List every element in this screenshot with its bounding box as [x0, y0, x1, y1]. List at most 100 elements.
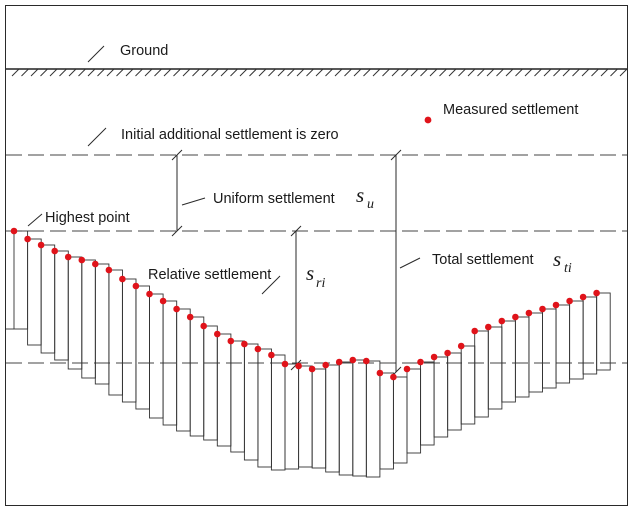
relative-tick-top [290, 225, 302, 237]
settlement-bar [311, 368, 327, 469]
hatch-mark [116, 68, 124, 77]
hatch-mark [78, 68, 86, 77]
measured-point [254, 345, 262, 353]
measured-settlement-label: Measured settlement [443, 102, 578, 118]
hatch-mark [600, 68, 609, 77]
settlement-bar [67, 256, 83, 370]
hatch-mark [410, 68, 419, 77]
hatch-mark [315, 68, 324, 77]
settlement-bar [203, 325, 218, 441]
hatch-mark [192, 68, 200, 77]
settlement-bar [298, 365, 313, 468]
hatch-mark [325, 68, 333, 77]
settlement-bar [270, 354, 286, 471]
hatch-mark [40, 68, 48, 77]
hatch-mark [439, 68, 447, 77]
hatch-mark [163, 68, 172, 77]
hatch-mark [515, 68, 523, 77]
hatch-mark [486, 68, 495, 77]
hatch-mark [173, 68, 181, 77]
measured-point [119, 275, 126, 283]
settlement-bar [230, 340, 245, 453]
measured-point [335, 358, 343, 366]
measured-point [241, 340, 248, 348]
settlement-bar [365, 360, 381, 478]
settlement-bars [6, 230, 611, 478]
relative-settlement-label: Relative settlement [148, 267, 271, 283]
measured-point [498, 317, 506, 325]
total-settlement-label: Total settlement [432, 252, 534, 268]
measured-point [322, 361, 330, 369]
hatch-mark [543, 68, 552, 77]
highest-point-label: Highest point [45, 210, 130, 226]
settlement-bar [135, 285, 150, 410]
measured-point [268, 351, 275, 359]
settlement-bar [406, 368, 422, 454]
initial-leader [87, 127, 107, 147]
sri-symbol: s [306, 261, 314, 285]
hatch-mark [505, 68, 514, 77]
measured-point [186, 313, 194, 321]
measured-point [214, 330, 221, 338]
measured-point [200, 322, 207, 330]
hatch-mark [344, 68, 352, 77]
settlement-bar [108, 269, 123, 396]
hatch-mark [534, 68, 542, 77]
hatch-mark [268, 68, 276, 77]
hatch-mark [21, 68, 29, 77]
measured-point [552, 301, 560, 309]
settlement-bar [352, 359, 367, 477]
measured-point [403, 365, 411, 373]
hatch-mark [201, 68, 210, 77]
settlement-bar [243, 343, 259, 461]
hatch-mark [553, 68, 561, 77]
frame-border [5, 5, 628, 506]
settlement-bar [325, 364, 340, 473]
hatch-mark [220, 68, 229, 77]
hatch-mark [258, 68, 267, 77]
measured-points [10, 227, 600, 381]
settlement-bar [447, 352, 462, 431]
measured-point [471, 327, 479, 335]
measured-point [376, 369, 384, 377]
settlement-bar [569, 300, 584, 380]
hatch-mark [239, 68, 248, 77]
initial-settlement-label: Initial additional settlement is zero [121, 127, 339, 143]
measured-point [105, 266, 113, 274]
measured-point [457, 342, 465, 350]
sti-subscript: ti [564, 261, 572, 276]
hatch-mark [135, 68, 143, 77]
measured-point [159, 297, 167, 305]
hatch-mark [59, 68, 67, 77]
settlement-bar [596, 292, 611, 371]
measured-point [281, 360, 289, 368]
settlement-bar [460, 345, 476, 425]
hatch-mark [106, 68, 115, 77]
settlement-bar [528, 312, 543, 393]
measured-point [295, 362, 302, 370]
measured-point [512, 313, 519, 321]
settlement-bar [555, 304, 571, 384]
measured-point [227, 337, 235, 345]
hatch-mark [391, 68, 400, 77]
hatch-mark [496, 68, 504, 77]
measured-point [593, 289, 600, 297]
measured-point [579, 293, 587, 301]
total-tick-top [390, 149, 402, 161]
hatch-mark [230, 68, 238, 77]
hatch-mark [372, 68, 381, 77]
measured-point [308, 365, 316, 373]
settlement-bar [54, 250, 69, 361]
hatch-mark [144, 68, 153, 77]
relative-leader [261, 275, 281, 295]
settlement-bar [27, 238, 42, 346]
settlement-bar [474, 330, 489, 418]
hatch-mark [363, 68, 371, 77]
uniform-tick-top [171, 149, 183, 161]
hatch-mark [154, 68, 162, 77]
hatch-mark [11, 68, 20, 77]
hatch-mark [477, 68, 485, 77]
measured-point [349, 356, 357, 364]
